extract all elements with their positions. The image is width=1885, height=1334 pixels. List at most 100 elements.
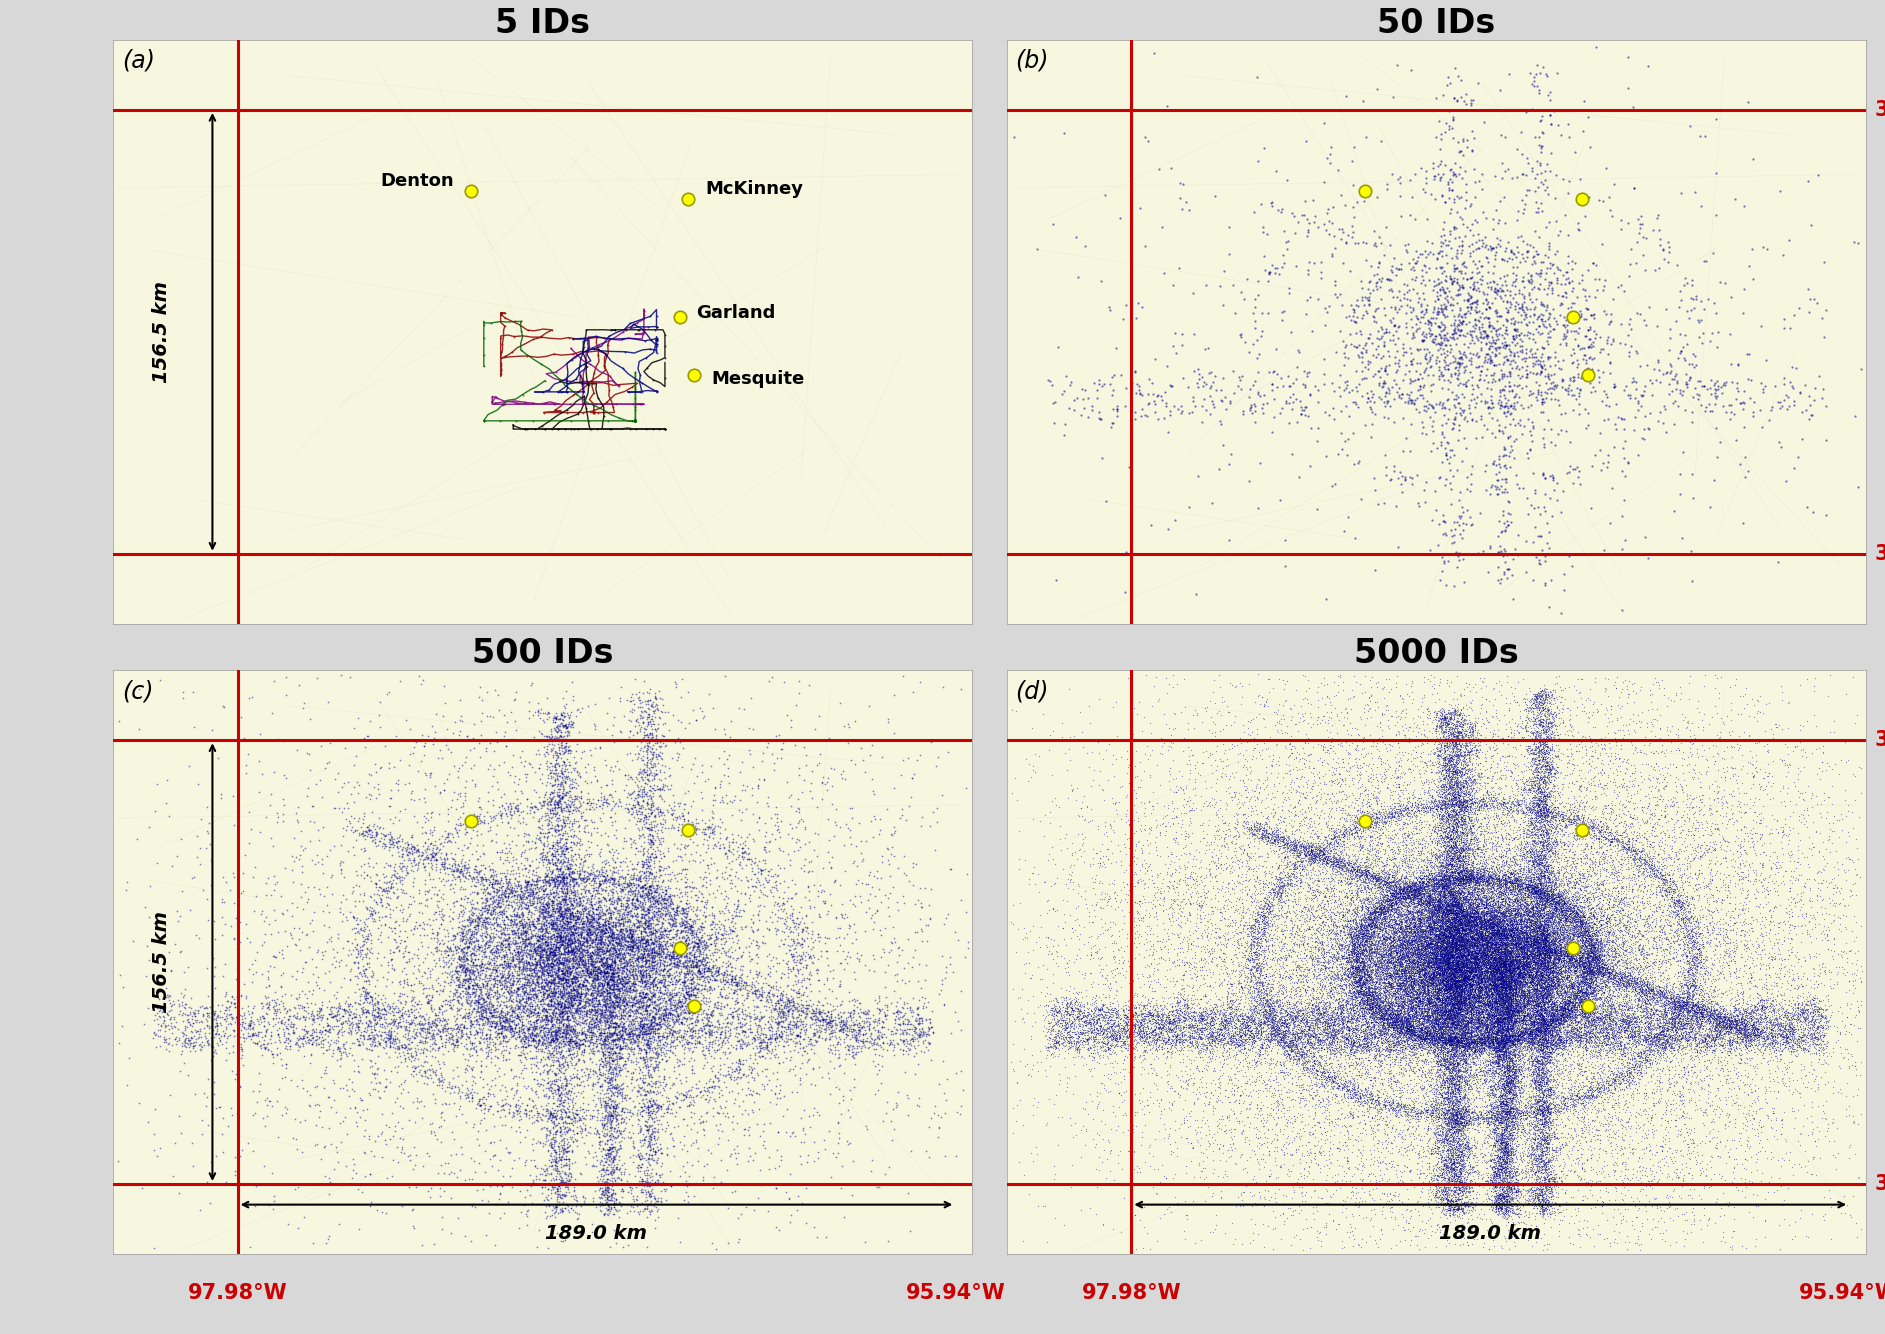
Point	[1476, 237, 1506, 259]
Point	[584, 928, 615, 950]
Point	[1372, 884, 1402, 906]
Point	[677, 924, 707, 946]
Point	[552, 931, 582, 952]
Point	[1534, 874, 1565, 895]
Point	[1531, 688, 1561, 710]
Point	[1427, 1005, 1457, 1026]
Point	[1414, 959, 1444, 980]
Point	[1568, 974, 1598, 995]
Point	[1376, 948, 1406, 970]
Point	[1216, 995, 1246, 1017]
Point	[1451, 1030, 1482, 1051]
Point	[1531, 1050, 1561, 1071]
Point	[1489, 888, 1519, 910]
Point	[196, 1050, 226, 1071]
Point	[1436, 947, 1467, 968]
Point	[1525, 692, 1555, 714]
Point	[1450, 939, 1480, 960]
Point	[305, 1149, 336, 1170]
Point	[1538, 982, 1568, 1003]
Point	[1189, 1019, 1220, 1041]
Point	[1338, 336, 1369, 358]
Point	[1516, 955, 1546, 976]
Point	[1174, 975, 1205, 996]
Point	[1325, 890, 1355, 911]
Point	[1434, 972, 1465, 994]
Point	[1487, 1102, 1517, 1123]
Point	[1242, 1022, 1272, 1043]
Point	[1463, 1002, 1493, 1023]
Point	[1487, 947, 1517, 968]
Point	[1402, 879, 1433, 900]
Point	[1312, 1165, 1342, 1186]
Point	[1548, 972, 1578, 994]
Point	[1521, 1022, 1551, 1043]
Point	[1455, 928, 1485, 950]
Point	[1412, 208, 1442, 229]
Point	[1502, 942, 1533, 963]
Point	[1457, 822, 1487, 843]
Point	[1661, 987, 1691, 1009]
Point	[601, 926, 631, 947]
Point	[1431, 1047, 1461, 1069]
Point	[1470, 922, 1500, 943]
Point	[1295, 984, 1325, 1006]
Point	[1436, 716, 1467, 738]
Point	[1240, 932, 1270, 954]
Point	[1393, 824, 1423, 846]
Point	[812, 1013, 843, 1034]
Point	[1385, 1017, 1416, 1038]
Point	[1306, 930, 1336, 951]
Point	[1348, 863, 1378, 884]
Point	[601, 896, 631, 918]
Point	[1208, 1013, 1238, 1034]
Point	[1636, 755, 1666, 776]
Point	[1533, 972, 1563, 994]
Point	[1433, 982, 1463, 1003]
Point	[1491, 1023, 1521, 1045]
Point	[1227, 281, 1257, 303]
Point	[1525, 1018, 1555, 1039]
Point	[1525, 1133, 1555, 1154]
Point	[1608, 836, 1638, 858]
Point	[1467, 360, 1497, 382]
Point	[1455, 786, 1485, 807]
Point	[1387, 1013, 1418, 1034]
Point	[1502, 788, 1533, 810]
Point	[1093, 296, 1123, 317]
Point	[1461, 948, 1491, 970]
Point	[1527, 842, 1557, 863]
Point	[564, 914, 594, 935]
Point	[1448, 1105, 1478, 1126]
Point	[639, 856, 669, 878]
Point	[1378, 883, 1408, 904]
Point	[1406, 938, 1436, 959]
Point	[1414, 964, 1444, 986]
Point	[1523, 766, 1553, 787]
Point	[590, 975, 620, 996]
Point	[1512, 856, 1542, 878]
Point	[1817, 1111, 1847, 1133]
Point	[1533, 1011, 1563, 1033]
Point	[1519, 867, 1549, 888]
Point	[417, 996, 447, 1018]
Point	[1538, 1122, 1568, 1143]
Point	[1514, 1097, 1544, 1118]
Point	[1740, 1022, 1770, 1043]
Point	[1497, 958, 1527, 979]
Point	[1274, 1045, 1304, 1066]
Point	[1525, 938, 1555, 959]
Point	[1493, 982, 1523, 1003]
Point	[541, 936, 571, 958]
Point	[1451, 1002, 1482, 1023]
Point	[1338, 943, 1369, 964]
Point	[1533, 1137, 1563, 1158]
Point	[1455, 971, 1485, 992]
Point	[1527, 1129, 1557, 1150]
Point	[543, 730, 573, 751]
Point	[1629, 1114, 1659, 1135]
Point	[1320, 1014, 1350, 1035]
Point	[1487, 1182, 1517, 1203]
Point	[692, 816, 722, 838]
Point	[624, 1114, 654, 1135]
